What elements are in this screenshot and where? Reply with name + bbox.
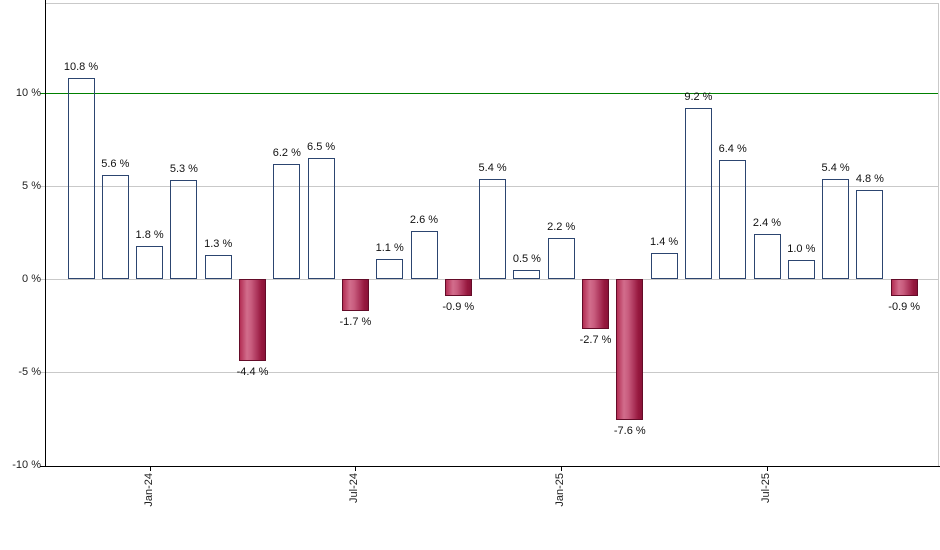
plot-right-border [938,3,939,466]
bar [479,179,506,279]
bar [308,158,335,279]
bar [582,279,609,329]
bar-value-label: 4.8 % [855,173,884,185]
grid-line [40,372,938,373]
x-tick-label: Jul-25 [760,473,772,503]
y-tick-label: 10 % [15,87,41,99]
bar [651,253,678,279]
bar [719,160,746,279]
bar-value-label: 2.2 % [547,221,576,233]
bar [376,259,403,279]
bar-value-label: -4.4 % [236,366,269,378]
bar-value-label: 2.6 % [409,214,439,226]
bar-value-label: 9.2 % [684,91,713,103]
bar-value-label: 1.1 % [375,242,404,254]
bar-value-label: 6.5 % [307,141,336,153]
bar [205,255,232,279]
bar-value-label: 1.0 % [787,243,816,255]
bar [754,234,781,279]
bar [342,279,369,311]
y-axis-line [45,0,46,466]
bar-value-label: 5.4 % [478,162,507,174]
x-tick-label: Jan-25 [554,473,566,507]
bar [273,164,300,279]
bar [856,190,883,279]
bar [68,78,95,279]
y-tick-label: 5 % [22,180,41,192]
bar [891,279,918,296]
grid-line [40,279,938,280]
bar-value-label: -7.6 % [613,425,646,437]
bar-value-label: 1.4 % [650,236,679,248]
x-tick [767,466,768,471]
x-tick [355,466,356,471]
bar-value-label: 1.3 % [204,238,233,250]
bar-value-label: 0.5 % [512,253,541,265]
x-axis-line [40,466,940,467]
bar-value-label: -0.9 % [888,301,921,313]
bar-value-label: 5.6 % [101,158,130,170]
bar [616,279,643,420]
bar-value-label: -0.9 % [442,301,475,313]
x-tick [150,466,151,471]
bar [136,246,163,279]
bar [822,179,849,279]
x-tick-label: Jul-24 [348,473,360,503]
bar [685,108,712,279]
plot-top-border [45,3,938,4]
bar [170,180,197,279]
reference-line [40,93,938,94]
bar-value-label: -1.7 % [339,316,372,328]
bar [513,270,540,279]
x-tick [561,466,562,471]
bar [548,238,575,279]
bar-value-label: 5.4 % [821,162,850,174]
bar-value-label: 1.8 % [135,229,164,241]
bar [239,279,266,361]
bar-value-label: -2.7 % [579,334,612,346]
bar-value-label: 6.2 % [272,147,301,159]
grid-line [40,186,938,187]
y-tick-label: -10 % [12,459,41,471]
bar [102,175,129,279]
y-tick-label: 0 % [22,273,41,285]
x-tick-label: Jan-24 [143,473,155,507]
bar-value-label: 6.4 % [718,143,747,155]
bar-value-label: 5.3 % [169,163,198,175]
bar [411,231,438,279]
bar [788,260,815,279]
bar [445,279,472,296]
bar-value-label: 10.8 % [63,61,99,73]
y-tick-label: -5 % [18,366,41,378]
bar-value-label: 2.4 % [752,217,782,229]
